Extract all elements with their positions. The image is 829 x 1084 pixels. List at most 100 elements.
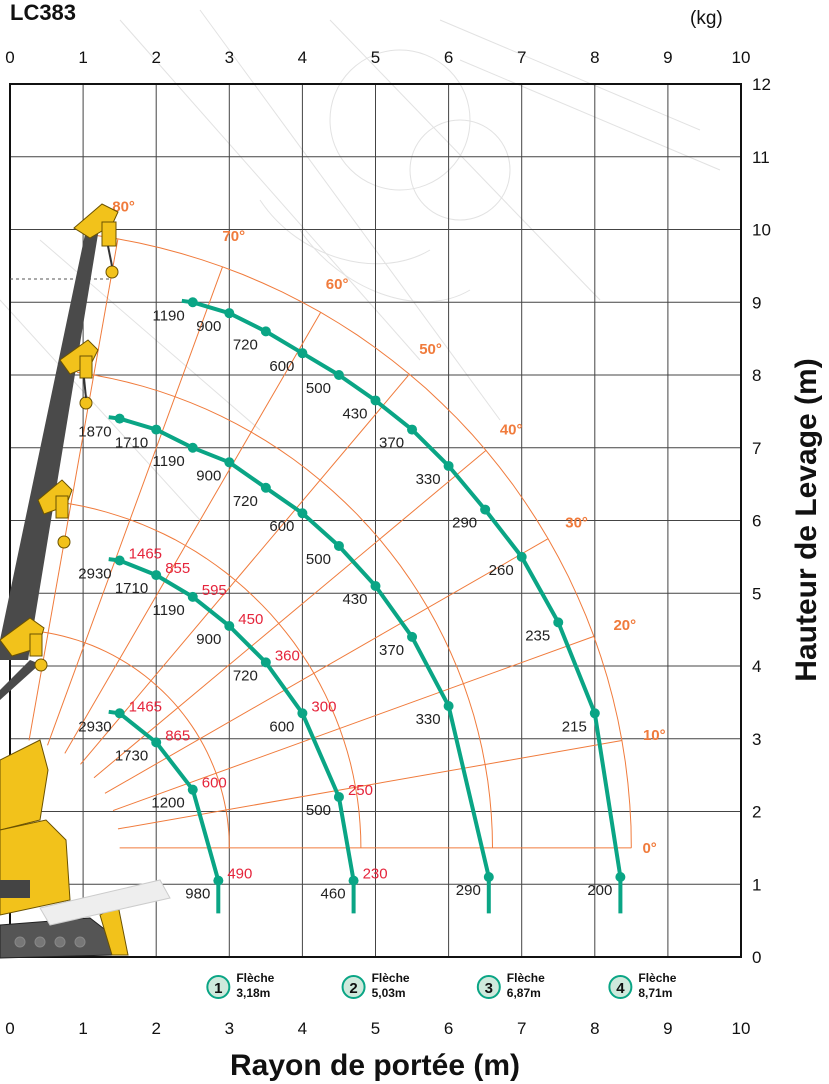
- load-value-label: 720: [233, 667, 258, 684]
- top-tick-label: 4: [298, 48, 307, 67]
- y-tick-label: 0: [752, 948, 761, 967]
- load-value-label-reduced: 1465: [129, 698, 162, 715]
- load-value-label: 430: [342, 591, 367, 608]
- y-tick-label: 8: [752, 366, 761, 385]
- angle-label: 60°: [326, 276, 349, 293]
- load-point: [188, 592, 198, 602]
- load-value-label: 370: [379, 642, 404, 659]
- load-value-label: 900: [196, 467, 221, 484]
- load-point: [224, 457, 234, 467]
- load-point: [115, 556, 125, 566]
- angle-label: 50°: [419, 341, 442, 358]
- x-tick-label: 0: [5, 1019, 14, 1038]
- load-point: [407, 425, 417, 435]
- load-point: [480, 505, 490, 515]
- load-point: [517, 552, 527, 562]
- load-value-label: 900: [196, 318, 221, 335]
- load-value-label: 600: [269, 358, 294, 375]
- y-tick-label: 9: [752, 293, 761, 312]
- load-point: [151, 425, 161, 435]
- boom-word: Flèche: [507, 971, 545, 985]
- boom-word: Flèche: [372, 971, 410, 985]
- load-value-label: 2930: [78, 566, 111, 583]
- x-tick-label: 3: [225, 1019, 234, 1038]
- top-tick-label: 10: [732, 48, 751, 67]
- top-tick-label: 3: [225, 48, 234, 67]
- boom-legend-item: 2 Flèche5,03m: [343, 971, 410, 1000]
- load-value-label-reduced: 250: [348, 782, 373, 799]
- y-tick-label: 5: [752, 584, 761, 603]
- load-value-label: 260: [489, 562, 514, 579]
- x-tick-label: 9: [663, 1019, 672, 1038]
- load-value-label: 1190: [152, 307, 184, 324]
- load-value-label: 1710: [115, 580, 148, 597]
- load-point: [444, 701, 454, 711]
- chart-title: LC383: [10, 0, 76, 25]
- boom-word: Flèche: [236, 971, 274, 985]
- load-value-label: 1710: [115, 435, 148, 452]
- load-value-label: 1190: [152, 453, 184, 470]
- load-point: [297, 348, 307, 358]
- x-axis-title: Rayon de portée (m): [230, 1049, 520, 1082]
- x-tick-label: 8: [590, 1019, 599, 1038]
- top-tick-label: 8: [590, 48, 599, 67]
- load-value-label: 290: [452, 515, 477, 532]
- load-point: [484, 872, 494, 882]
- load-value-label-reduced: 360: [275, 647, 300, 664]
- top-tick-label: 2: [151, 48, 160, 67]
- load-point: [371, 581, 381, 591]
- load-value-label: 900: [196, 631, 221, 648]
- y-tick-label: 10: [752, 221, 771, 240]
- angle-label: 20°: [613, 617, 636, 634]
- boom-length: 5,03m: [372, 986, 406, 1000]
- load-value-label: 1730: [115, 747, 148, 764]
- top-tick-label: 6: [444, 48, 453, 67]
- angle-label: 70°: [222, 228, 245, 245]
- load-point: [261, 483, 271, 493]
- y-tick-label: 7: [752, 439, 761, 458]
- load-point: [261, 657, 271, 667]
- load-value-label: 235: [525, 627, 550, 644]
- load-value-label: 720: [233, 493, 258, 510]
- boom-length: 8,71m: [638, 986, 672, 1000]
- boom-number: 2: [349, 980, 357, 997]
- load-point: [115, 708, 125, 718]
- y-tick-label: 1: [752, 875, 761, 894]
- load-value-label: 600: [269, 518, 294, 535]
- load-value-label: 720: [233, 336, 258, 353]
- load-value-label: 330: [416, 711, 441, 728]
- boom-number: 1: [214, 980, 222, 997]
- load-value-label: 500: [306, 380, 331, 397]
- y-tick-label: 2: [752, 803, 761, 822]
- boom-number: 4: [616, 980, 625, 997]
- y-tick-label: 4: [752, 657, 761, 676]
- load-value-label-reduced: 450: [238, 611, 263, 628]
- load-value-label: 2930: [78, 718, 111, 735]
- load-point: [188, 443, 198, 453]
- load-point: [407, 632, 417, 642]
- load-point: [224, 621, 234, 631]
- load-point: [188, 297, 198, 307]
- load-value-label: 1870: [78, 424, 111, 441]
- load-curve: [182, 301, 621, 914]
- angle-label: 0°: [642, 840, 656, 857]
- angle-label: 10°: [643, 727, 666, 744]
- x-tick-label: 2: [151, 1019, 160, 1038]
- load-point: [444, 461, 454, 471]
- load-value-label: 330: [416, 471, 441, 488]
- boom-legend-item: 3Flèche6,87m: [478, 971, 545, 1000]
- load-value-label-reduced: 600: [202, 775, 227, 792]
- load-value-label: 1190: [152, 602, 184, 619]
- y-tick-label: 6: [752, 512, 761, 531]
- background-drawing: [0, 10, 720, 520]
- load-point: [224, 308, 234, 318]
- load-value-label: 200: [587, 882, 612, 899]
- load-value-label-reduced: 300: [311, 698, 336, 715]
- load-value-label-reduced: 865: [165, 727, 190, 744]
- top-tick-label: 5: [371, 48, 380, 67]
- load-point: [151, 737, 161, 747]
- load-value-label: 1200: [151, 795, 184, 812]
- x-tick-label: 7: [517, 1019, 526, 1038]
